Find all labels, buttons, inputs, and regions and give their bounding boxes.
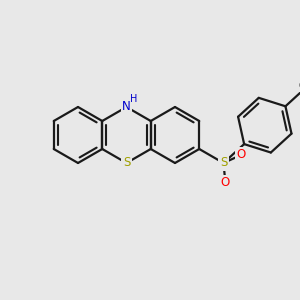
Text: O: O xyxy=(237,148,246,161)
Text: S: S xyxy=(123,157,130,169)
Text: CH₃: CH₃ xyxy=(299,81,300,91)
Text: N: N xyxy=(122,100,131,113)
Text: O: O xyxy=(221,176,230,189)
Text: H: H xyxy=(130,94,137,104)
Text: S: S xyxy=(220,157,227,169)
